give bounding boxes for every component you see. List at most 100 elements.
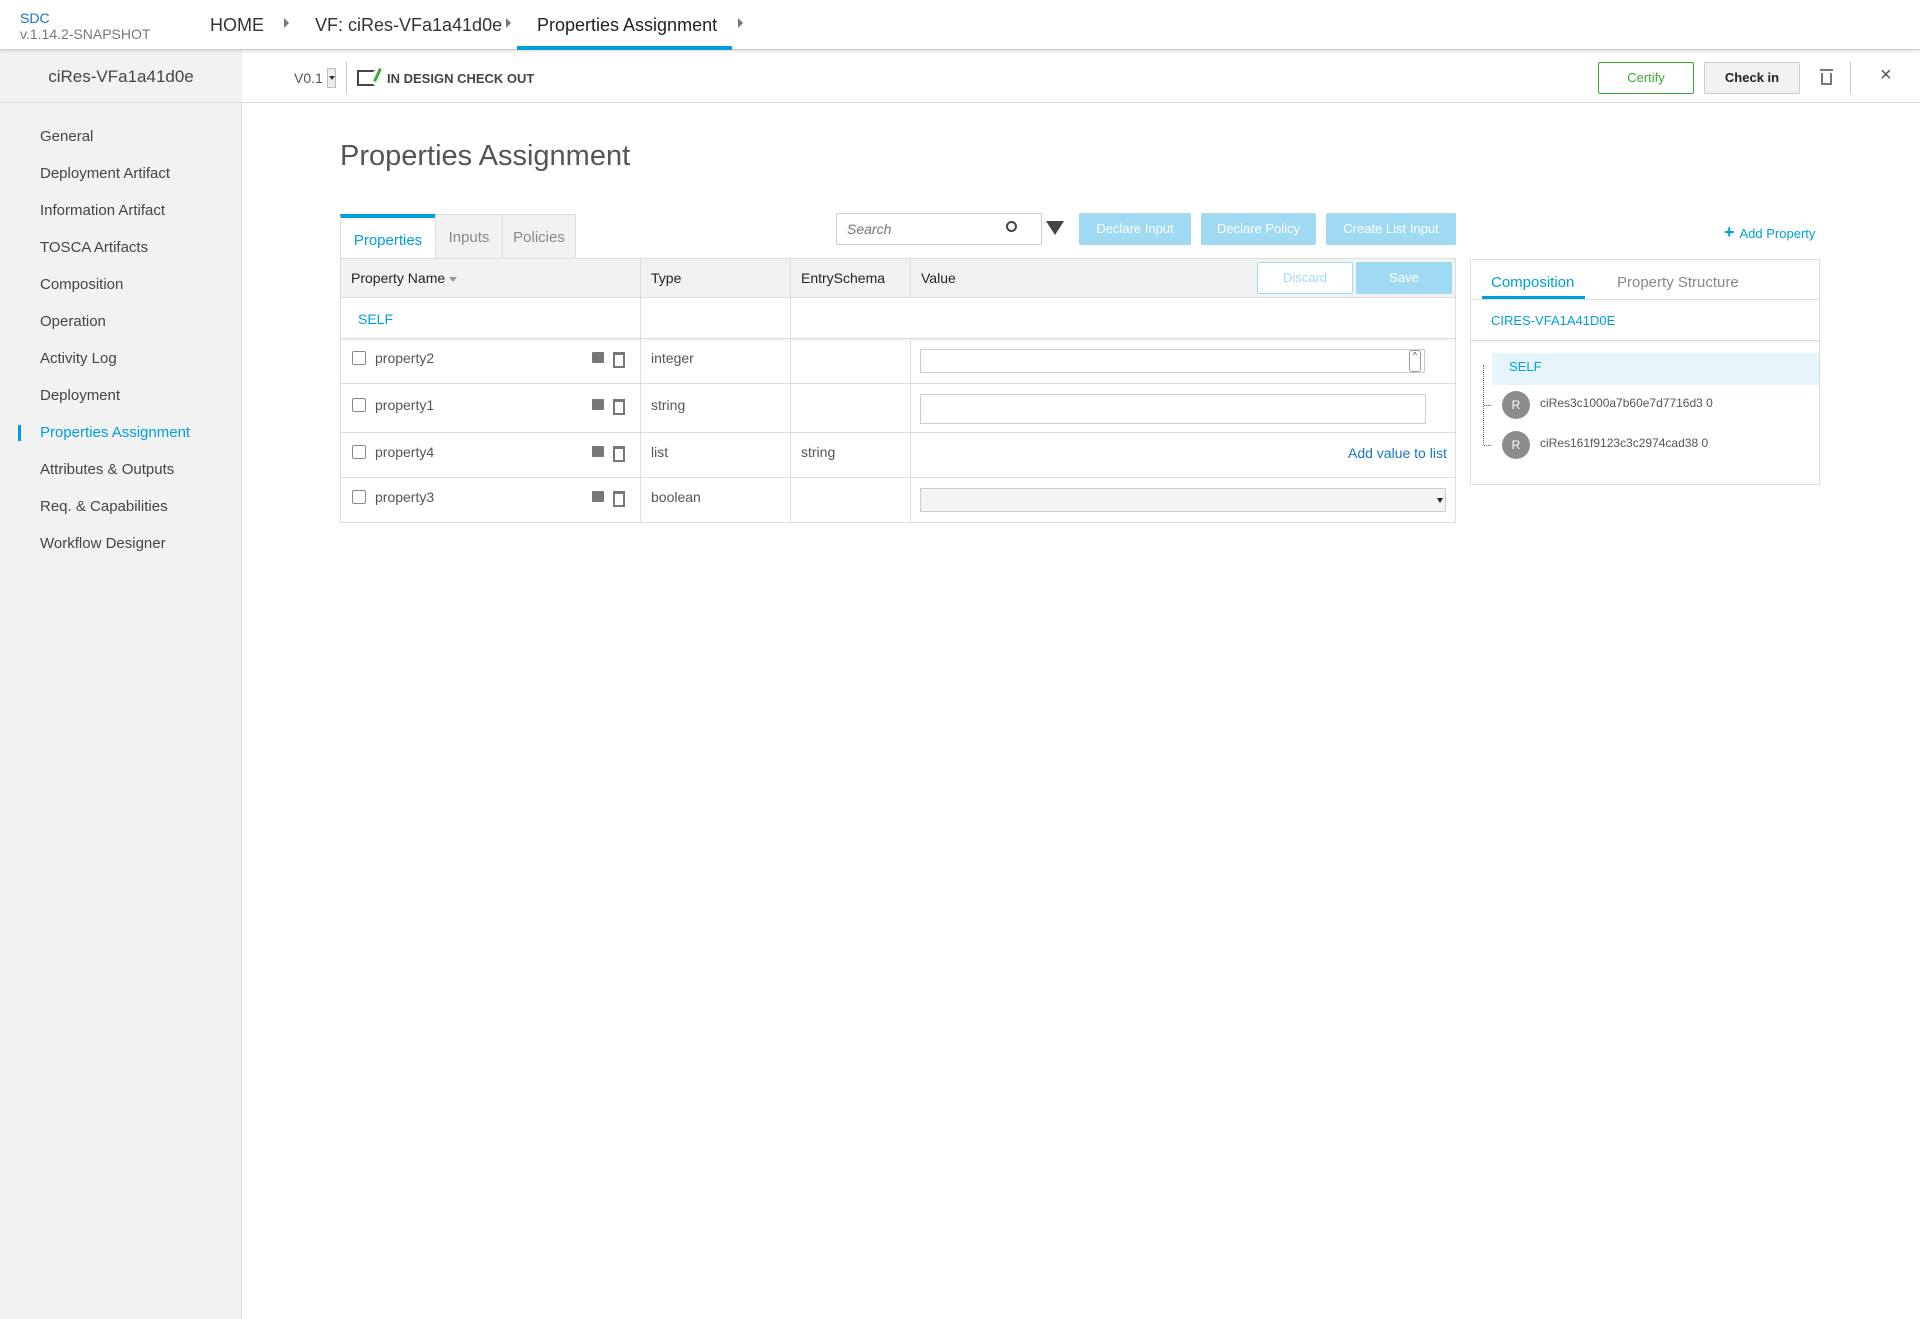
property-name: property2 <box>375 349 435 366</box>
tree-connector <box>1484 445 1491 446</box>
divider <box>341 338 1455 339</box>
divider <box>1471 340 1819 341</box>
row-checkbox[interactable] <box>352 350 366 365</box>
tab-policies[interactable]: Policies <box>502 214 576 259</box>
active-tab-underline <box>1482 296 1585 299</box>
property-name: property4 <box>375 443 435 460</box>
stepper-icon[interactable]: ^ <box>1409 349 1421 372</box>
row-divider <box>341 432 1455 433</box>
filter-icon[interactable] <box>1046 221 1064 235</box>
group-self: SELF <box>358 311 394 327</box>
brand[interactable]: SDC <box>20 10 50 26</box>
resource-name: ciRes-VFa1a41d0e <box>0 50 242 103</box>
tree-line <box>1483 365 1484 445</box>
certify-button[interactable]: Certify <box>1598 62 1694 94</box>
create-list-input-button[interactable]: Create List Input <box>1326 213 1456 245</box>
divider <box>1471 299 1819 300</box>
column-header-entryschema: EntrySchema <box>801 270 886 286</box>
version-dropdown-icon[interactable] <box>327 68 336 88</box>
declare-policy-button[interactable]: Declare Policy <box>1201 213 1316 245</box>
sidebar-item[interactable]: Activity Log <box>40 350 117 367</box>
discard-button[interactable]: Discard <box>1257 262 1353 294</box>
row-checkbox[interactable] <box>352 397 366 412</box>
sidebar-item[interactable]: TOSCA Artifacts <box>40 239 149 256</box>
sidebar-item[interactable]: Req. & Capabilities <box>40 498 168 515</box>
divider <box>1850 62 1851 94</box>
sidebar-item[interactable]: Information Artifact <box>40 202 166 219</box>
row-checkbox[interactable] <box>352 444 366 459</box>
add-value-to-list-link[interactable]: Add value to list <box>1348 444 1447 461</box>
property-name: property1 <box>375 396 435 413</box>
tree-connector <box>1484 405 1491 406</box>
resource-badge: R <box>1502 431 1530 459</box>
breadcrumb-home[interactable]: HOME <box>210 15 264 35</box>
sidebar-item[interactable]: General <box>40 128 94 145</box>
tree-item-instance[interactable]: ciRes3c1000a7b60e7d7716d3 0 <box>1540 396 1713 410</box>
value-select[interactable] <box>920 487 1446 512</box>
sidebar-item[interactable]: Deployment <box>40 387 121 404</box>
breadcrumb-vf[interactable]: VF: ciRes-VFa1a41d0e <box>315 15 503 35</box>
close-icon[interactable]: × <box>1880 64 1892 86</box>
version-select[interactable]: V0.1 <box>294 70 323 86</box>
lifecycle-status: IN DESIGN CHECK OUT <box>387 71 535 86</box>
comment-icon[interactable] <box>592 351 604 363</box>
column-divider <box>640 259 641 523</box>
sidebar-item[interactable]: Attributes & Outputs <box>40 461 175 478</box>
trash-icon[interactable] <box>613 490 625 507</box>
trash-icon[interactable] <box>613 445 625 462</box>
tab-inputs[interactable]: Inputs <box>435 214 503 259</box>
property-type: string <box>651 396 686 413</box>
app-version: v.1.14.2-SNAPSHOT <box>20 26 151 42</box>
trash-icon[interactable] <box>613 398 625 415</box>
add-property-button[interactable]: + Add Property <box>1724 222 1815 243</box>
divider <box>346 62 347 94</box>
properties-table <box>340 258 1456 523</box>
trash-icon[interactable] <box>613 351 625 368</box>
trash-icon[interactable] <box>1820 69 1833 85</box>
tree-item-self[interactable]: SELF <box>1492 353 1819 385</box>
sidebar-item[interactable]: Operation <box>40 313 106 330</box>
property-type: boolean <box>651 488 701 505</box>
resource-badge: R <box>1502 391 1530 419</box>
comment-icon[interactable] <box>592 490 604 502</box>
tree-item-instance[interactable]: ciRes161f9123c3c2974cad38 0 <box>1540 436 1709 450</box>
plus-icon: + <box>1724 222 1740 242</box>
active-indicator <box>18 425 21 441</box>
comment-icon[interactable] <box>592 398 604 410</box>
tree-item-label: SELF <box>1509 359 1542 374</box>
column-header-property-name[interactable]: Property Name <box>351 270 458 286</box>
sort-down-icon <box>449 276 458 282</box>
declare-input-button[interactable]: Declare Input <box>1079 213 1191 245</box>
row-checkbox[interactable] <box>352 489 366 504</box>
sidebar-item[interactable]: Composition <box>40 276 124 293</box>
comment-icon[interactable] <box>592 445 604 457</box>
column-header-value: Value <box>921 270 956 286</box>
entry-schema: string <box>801 443 836 460</box>
save-button[interactable]: Save <box>1356 262 1452 294</box>
tab-property-structure[interactable]: Property Structure <box>1617 274 1739 291</box>
chevron-right-icon[interactable] <box>738 18 743 28</box>
chevron-right-icon <box>284 18 289 28</box>
value-text-input[interactable] <box>920 393 1426 424</box>
property-type: integer <box>651 349 694 366</box>
subheader <box>0 50 1920 103</box>
property-name: property3 <box>375 488 435 505</box>
tab-composition[interactable]: Composition <box>1491 274 1575 291</box>
right-panel <box>1470 259 1820 485</box>
row-divider <box>341 383 1455 384</box>
sidebar-item[interactable]: Properties Assignment <box>40 424 191 441</box>
check-in-button[interactable]: Check in <box>1704 62 1800 94</box>
column-divider <box>790 259 791 523</box>
active-crumb-underline <box>517 46 732 50</box>
dropdown-icon[interactable] <box>1437 497 1443 503</box>
search-icon[interactable] <box>1006 221 1017 232</box>
checkout-icon <box>357 68 382 86</box>
chevron-right-icon <box>506 18 511 28</box>
sidebar-item[interactable]: Deployment Artifact <box>40 165 171 182</box>
tab-properties[interactable]: Properties <box>340 214 436 259</box>
sidebar-item[interactable]: Workflow Designer <box>40 535 166 552</box>
composition-resource[interactable]: CIRES-VFA1A41D0E <box>1491 313 1616 328</box>
column-header-type: Type <box>651 270 682 286</box>
breadcrumb-current[interactable]: Properties Assignment <box>537 15 718 35</box>
value-number-input[interactable] <box>920 348 1425 373</box>
